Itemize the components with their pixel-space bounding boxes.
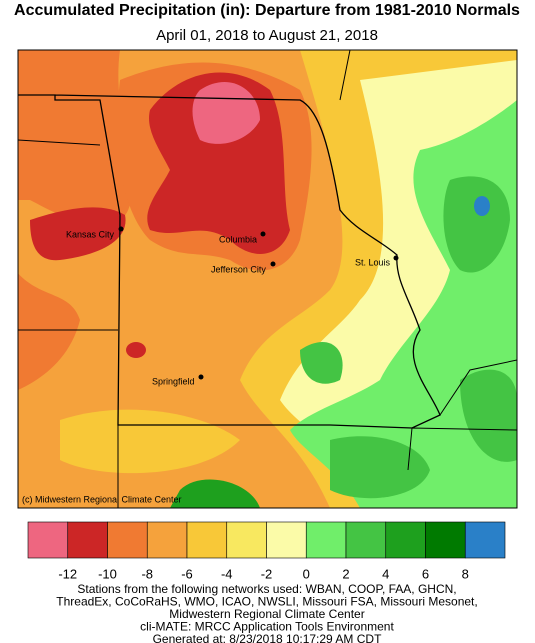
city-label: Kansas City bbox=[66, 229, 115, 239]
legend-swatch bbox=[385, 521, 426, 559]
map: Kansas City Columbia Jefferson City St. … bbox=[17, 49, 518, 509]
legend-swatch bbox=[107, 521, 148, 559]
subtitle: April 01, 2018 to August 21, 2018 bbox=[156, 27, 378, 44]
legend-tick-label: -12 bbox=[58, 566, 77, 581]
legend-tick-label: -2 bbox=[261, 566, 273, 581]
legend-swatch bbox=[345, 521, 387, 559]
footer-line: cli-MATE: MRCC Application Tools Environ… bbox=[140, 620, 394, 634]
legend: -12 -10 -8 -6 -4 -2 0 2 4 6 8 bbox=[27, 521, 506, 581]
legend-tick-label: -4 bbox=[221, 566, 233, 581]
legend-tick-label: 0 bbox=[303, 566, 310, 581]
legend-tick-label: -6 bbox=[181, 566, 193, 581]
legend-tick-label: 4 bbox=[382, 566, 389, 581]
legend-swatch bbox=[146, 521, 188, 559]
legend-tick-label: 2 bbox=[342, 566, 349, 581]
city-label: Springfield bbox=[152, 376, 195, 386]
legend-swatch bbox=[266, 521, 307, 559]
legend-tick-label: -8 bbox=[141, 566, 153, 581]
legend-swatch bbox=[27, 521, 69, 559]
city-label: Jefferson City bbox=[211, 264, 266, 274]
footer-line: ThreadEx, CoCoRaHS, WMO, ICAO, NWSLI, Mi… bbox=[56, 595, 477, 609]
legend-swatch bbox=[305, 521, 347, 559]
legend-tick-label: -10 bbox=[98, 566, 117, 581]
legend-tick-label: 8 bbox=[462, 566, 469, 581]
legend-swatch bbox=[226, 521, 267, 559]
credit: (c) Midwestern Regional Climate Center bbox=[22, 494, 182, 504]
title: Accumulated Precipitation (in): Departur… bbox=[14, 2, 520, 19]
legend-swatch bbox=[186, 521, 228, 559]
footer-line: Generated at: 8/23/2018 10:17:29 AM CDT bbox=[153, 632, 382, 643]
footer-line: Midwestern Regional Climate Center bbox=[169, 607, 364, 621]
city-label: Columbia bbox=[219, 234, 257, 244]
legend-swatch bbox=[464, 521, 506, 559]
legend-swatch bbox=[425, 521, 466, 559]
city-label: St. Louis bbox=[355, 257, 391, 267]
footer-line: Stations from the following networks use… bbox=[77, 582, 456, 596]
footer: Stations from the following networks use… bbox=[56, 582, 477, 643]
legend-swatch bbox=[67, 521, 108, 559]
legend-tick-label: 6 bbox=[422, 566, 429, 581]
